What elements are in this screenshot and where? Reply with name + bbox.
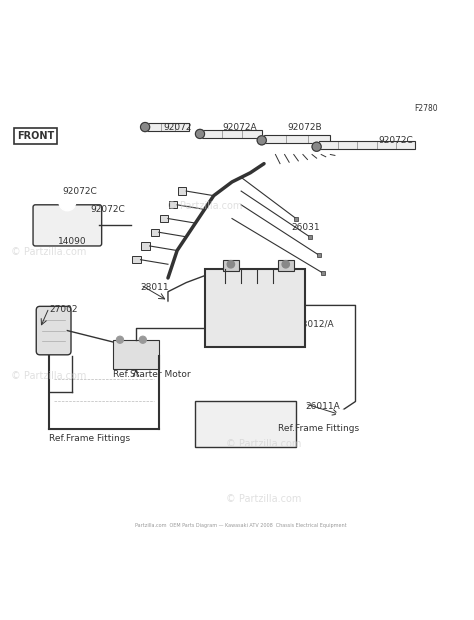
Text: 27002: 27002	[49, 306, 78, 314]
Text: 28012/A: 28012/A	[296, 319, 334, 328]
FancyBboxPatch shape	[33, 205, 101, 246]
Bar	[113, 340, 159, 370]
Bar	[147, 123, 189, 131]
Circle shape	[163, 302, 173, 313]
Text: 92072C: 92072C	[63, 187, 98, 195]
Bar	[151, 229, 159, 236]
Text: FRONT: FRONT	[17, 131, 54, 141]
Bar	[178, 187, 186, 195]
Circle shape	[336, 410, 347, 421]
FancyBboxPatch shape	[36, 306, 71, 355]
Text: 26031: 26031	[292, 223, 320, 232]
Circle shape	[282, 260, 290, 268]
Circle shape	[312, 142, 321, 151]
Bar	[132, 256, 140, 264]
Bar	[169, 201, 177, 208]
Bar	[160, 215, 168, 222]
Bar	[264, 135, 330, 143]
Bar	[223, 260, 239, 271]
Text: © Partzilla.com: © Partzilla.com	[226, 439, 302, 450]
Circle shape	[116, 336, 124, 343]
Circle shape	[62, 197, 73, 208]
Text: © Partzilla.com: © Partzilla.com	[11, 247, 87, 257]
Text: Ref.Frame Fittings: Ref.Frame Fittings	[278, 425, 359, 433]
Bar	[278, 260, 294, 271]
Bar	[205, 269, 305, 347]
Circle shape	[257, 136, 266, 145]
Text: 92072C: 92072C	[378, 136, 413, 145]
Text: 26011A: 26011A	[305, 402, 340, 410]
Circle shape	[140, 123, 150, 131]
Bar	[141, 242, 150, 250]
Text: 28011: 28011	[140, 283, 169, 291]
Text: F2780: F2780	[414, 104, 438, 113]
Text: 92072: 92072	[164, 123, 192, 131]
Text: 92072A: 92072A	[223, 123, 257, 131]
Circle shape	[139, 336, 146, 343]
Circle shape	[59, 194, 75, 211]
Circle shape	[227, 260, 235, 268]
Bar	[319, 141, 415, 149]
Text: Ref.Frame Fittings: Ref.Frame Fittings	[49, 433, 130, 443]
Circle shape	[195, 130, 205, 138]
Text: 92072C: 92072C	[90, 205, 125, 214]
Bar	[202, 130, 262, 138]
Text: © Partzilla.com: © Partzilla.com	[226, 494, 302, 504]
Text: Partzilla.com  OEM Parts Diagram — Kawasaki ATV 2008  Chassis Electrical Equipme: Partzilla.com OEM Parts Diagram — Kawasa…	[136, 523, 347, 528]
Text: 14090: 14090	[58, 237, 87, 246]
Bar	[195, 402, 296, 447]
Text: Ref.Starter Motor: Ref.Starter Motor	[113, 370, 191, 379]
Text: © Partzilla.com: © Partzilla.com	[11, 371, 87, 381]
Text: © Partzilla.com: © Partzilla.com	[167, 202, 242, 211]
Text: 92072B: 92072B	[287, 123, 321, 131]
